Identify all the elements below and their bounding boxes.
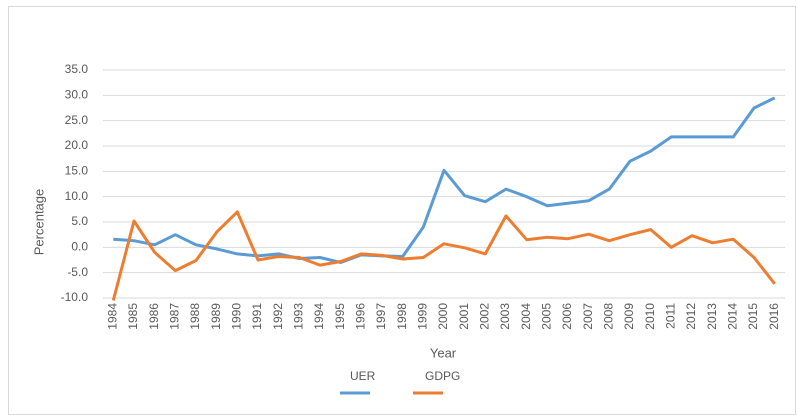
x-tick-label: 2000 (436, 303, 450, 330)
y-tick-label: 5.0 (71, 214, 88, 228)
x-tick-label: 2009 (622, 303, 636, 330)
series-line (111, 210, 776, 301)
x-axis-title: Year (430, 345, 457, 360)
x-tick-label: 2011 (664, 303, 678, 329)
x-tick-label: 1998 (395, 303, 409, 330)
legend-label: GDPG (425, 369, 460, 383)
x-tick-label: 2006 (560, 303, 574, 330)
x-tick-label: 1991 (250, 303, 264, 330)
y-tick-label: 10.0 (65, 189, 89, 203)
x-tick-label: 2008 (602, 303, 616, 330)
x-tick-label: 1999 (416, 303, 430, 330)
x-tick-label: 2003 (498, 303, 512, 330)
x-tick-label: 2016 (767, 303, 781, 330)
y-tick-label: 30.0 (65, 88, 89, 102)
y-tick-label: 15.0 (65, 164, 89, 178)
y-tick-label: 0.0 (71, 240, 88, 254)
x-tick-label: 2002 (478, 303, 492, 330)
x-tick-label: 1986 (147, 303, 161, 330)
x-tick-label: 2001 (457, 303, 471, 330)
x-tick-label: 1990 (230, 303, 244, 330)
x-tick-label: 2010 (643, 303, 657, 330)
x-tick-label: 1987 (168, 303, 182, 330)
x-tick-label: 2012 (684, 303, 698, 330)
chart-border (8, 6, 796, 415)
x-tick-label: 1988 (188, 303, 202, 330)
y-tick-label: -10.0 (61, 290, 89, 304)
x-tick-label: 1992 (271, 303, 285, 330)
x-tick-label: 1995 (333, 303, 347, 330)
series-line (113, 96, 776, 264)
x-tick-label: 2014 (726, 303, 740, 330)
y-tick-label: 25.0 (65, 113, 89, 127)
x-tick-label: 1985 (126, 303, 140, 330)
x-tick-label: 1994 (312, 303, 326, 330)
x-tick-label: 2013 (705, 303, 719, 330)
y-tick-label: -5.0 (67, 265, 88, 279)
y-tick-label: 35.0 (65, 62, 89, 76)
x-tick-label: 2005 (540, 303, 554, 330)
legend-label: UER (350, 369, 376, 383)
x-tick-label: 1996 (354, 303, 368, 330)
x-tick-label: 1989 (209, 303, 223, 330)
x-tick-label: 2015 (746, 303, 760, 330)
y-tick-label: 20.0 (65, 138, 89, 152)
x-tick-label: 1997 (374, 303, 388, 330)
x-tick-label: 2007 (581, 303, 595, 330)
x-tick-label: 1984 (106, 303, 120, 330)
x-tick-label: 2004 (519, 303, 533, 330)
y-axis-title: Percentage (31, 189, 46, 256)
x-tick-label: 1993 (292, 303, 306, 330)
